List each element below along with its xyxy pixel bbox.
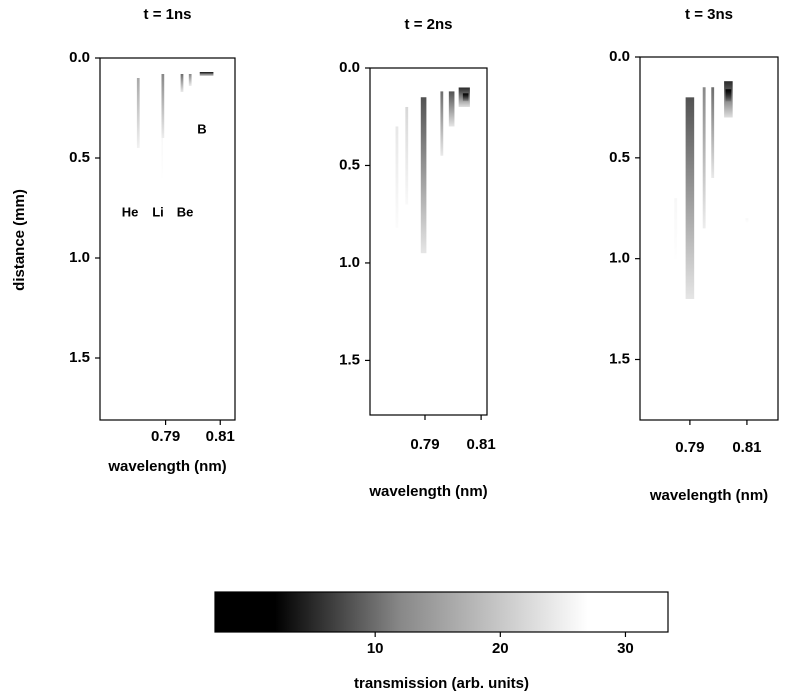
streak [188,74,192,86]
x-tick-label: 0.79 [410,436,439,453]
y-tick-label: 1.0 [69,249,90,266]
streak [161,138,163,178]
streak [161,74,165,138]
x-tick-label: 0.79 [675,439,704,456]
panel-title: t = 1ns [144,6,192,23]
y-tick-label: 0.0 [69,49,90,66]
y-tick-label: 1.0 [339,254,360,271]
streak [180,74,184,92]
streak [725,89,732,102]
x-axis-label: wavelength (nm) [649,487,768,504]
streak [711,87,715,178]
streak [420,97,427,254]
streak [674,198,678,259]
y-tick-label: 1.5 [609,350,630,367]
y-tick-label: 1.5 [69,349,90,366]
y-tick-label: 0.5 [609,149,630,166]
streak [136,78,140,148]
y-tick-label: 0.5 [69,149,90,166]
streak [745,218,749,223]
x-axis-label: wavelength (nm) [368,483,487,500]
y-axis-label: distance (mm) [11,189,28,291]
streak [405,106,409,205]
x-tick-label: 0.81 [206,428,235,445]
x-axis-label: transmission (arb. units) [354,675,529,692]
x-tick-label: 20 [492,640,509,657]
y-tick-label: 0.0 [339,59,360,76]
y-tick-label: 0.5 [339,156,360,173]
plot-frame [369,67,488,416]
x-tick-label: 0.81 [467,436,496,453]
panel-title: t = 3ns [685,6,733,23]
y-tick-label: 1.0 [609,250,630,267]
streak [440,91,444,156]
annotation: Li [152,204,164,219]
streak [448,91,455,127]
x-tick-label: 30 [617,640,634,657]
streak [685,97,695,299]
x-axis-label: wavelength (nm) [107,458,226,475]
streak [462,93,469,102]
y-tick-label: 0.0 [609,48,630,65]
x-tick-label: 0.79 [151,428,180,445]
annotation: He [122,204,139,219]
streak [395,126,399,228]
x-tick-label: 10 [367,640,384,657]
annotation: Be [177,204,194,219]
x-tick-label: 0.81 [732,439,761,456]
streak [702,87,706,229]
streak [199,72,214,76]
panel-title: t = 2ns [405,16,453,33]
y-tick-label: 1.5 [339,351,360,368]
plot-frame [639,56,779,421]
colorbar [214,591,669,633]
annotation: B [197,121,206,136]
plot-frame [99,57,236,421]
